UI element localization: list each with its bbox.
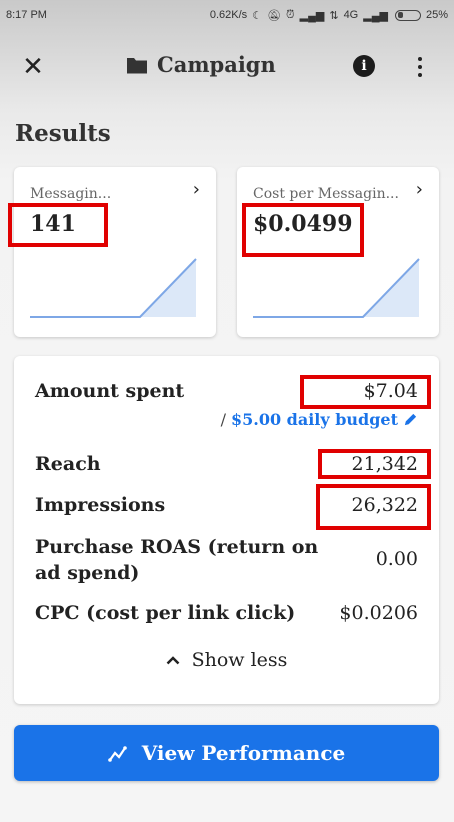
show-less-label: Show less bbox=[191, 649, 288, 671]
stats-card: Amount spent $7.04 / $5.00 daily budget … bbox=[14, 356, 439, 704]
show-less-button[interactable]: Show less bbox=[14, 649, 439, 671]
sparkline-chart bbox=[253, 258, 420, 318]
reach-value: 21,342 bbox=[351, 453, 418, 475]
title-group: Campaign bbox=[126, 52, 276, 77]
impressions-label: Impressions bbox=[35, 494, 166, 516]
daily-budget-link[interactable]: / $5.00 daily budget bbox=[221, 410, 418, 429]
trend-icon bbox=[107, 746, 127, 762]
roas-label-line1: Purchase ROAS (return on bbox=[35, 536, 319, 558]
chevron-right-icon: › bbox=[415, 179, 423, 200]
view-performance-button[interactable]: View Performance bbox=[14, 725, 439, 781]
amount-spent-label: Amount spent bbox=[35, 380, 185, 402]
page-title: Campaign bbox=[157, 52, 276, 77]
results-heading: Results bbox=[15, 120, 111, 147]
bell-off-icon: 🔕︎ bbox=[267, 9, 282, 22]
signal-icon-2: ▂▄▆ bbox=[363, 9, 388, 22]
signal-icon: ▂▄▆ bbox=[299, 9, 325, 22]
impressions-value: 26,322 bbox=[351, 494, 418, 516]
metric-value: 141 bbox=[30, 211, 76, 237]
network-type: 4G bbox=[343, 9, 359, 21]
metric-label: Cost per Messagin... bbox=[253, 186, 399, 202]
folder-icon bbox=[127, 57, 147, 73]
view-performance-label: View Performance bbox=[141, 741, 346, 765]
chevron-right-icon: › bbox=[192, 179, 200, 200]
moon-icon: ☾ bbox=[252, 9, 263, 22]
sparkline-chart bbox=[30, 258, 197, 318]
roas-label-line2: ad spend) bbox=[35, 562, 140, 584]
app-bar: ✕ Campaign i bbox=[0, 40, 454, 96]
data-arrows-icon: ⇅ bbox=[329, 9, 339, 22]
budget-slash: / bbox=[220, 410, 226, 429]
metric-card-messaging[interactable]: Messagin... › 141 bbox=[14, 167, 216, 337]
cpc-value: $0.0206 bbox=[339, 602, 418, 624]
info-icon[interactable]: i bbox=[353, 55, 375, 77]
reach-label: Reach bbox=[35, 453, 101, 475]
more-vertical-icon[interactable] bbox=[410, 54, 430, 80]
roas-value: 0.00 bbox=[375, 548, 418, 570]
battery-icon bbox=[394, 9, 421, 21]
status-icons: 0.62K/s ☾ 🔕︎ ⏰︎ ▂▄▆ ⇅ 4G ▂▄▆ 25% bbox=[210, 9, 448, 22]
battery-level: 25% bbox=[425, 9, 448, 21]
network-speed: 0.62K/s bbox=[209, 9, 248, 21]
metric-card-cost-per-messaging[interactable]: Cost per Messagin... › $0.0499 bbox=[237, 167, 439, 337]
metric-value: $0.0499 bbox=[253, 211, 353, 237]
chevron-up-icon bbox=[166, 656, 179, 665]
cpc-label: CPC (cost per link click) bbox=[35, 602, 296, 624]
amount-spent-value: $7.04 bbox=[363, 380, 418, 402]
daily-budget-text: $5.00 daily budget bbox=[230, 410, 398, 429]
status-bar: 8:17 PM 0.62K/s ☾ 🔕︎ ⏰︎ ▂▄▆ ⇅ 4G ▂▄▆ 25% bbox=[0, 0, 454, 30]
alarm-icon: ⏰︎ bbox=[286, 8, 295, 21]
status-time: 8:17 PM bbox=[6, 9, 47, 21]
metric-label: Messagin... bbox=[30, 186, 112, 202]
close-icon[interactable]: ✕ bbox=[22, 52, 44, 82]
pencil-icon bbox=[404, 413, 417, 426]
